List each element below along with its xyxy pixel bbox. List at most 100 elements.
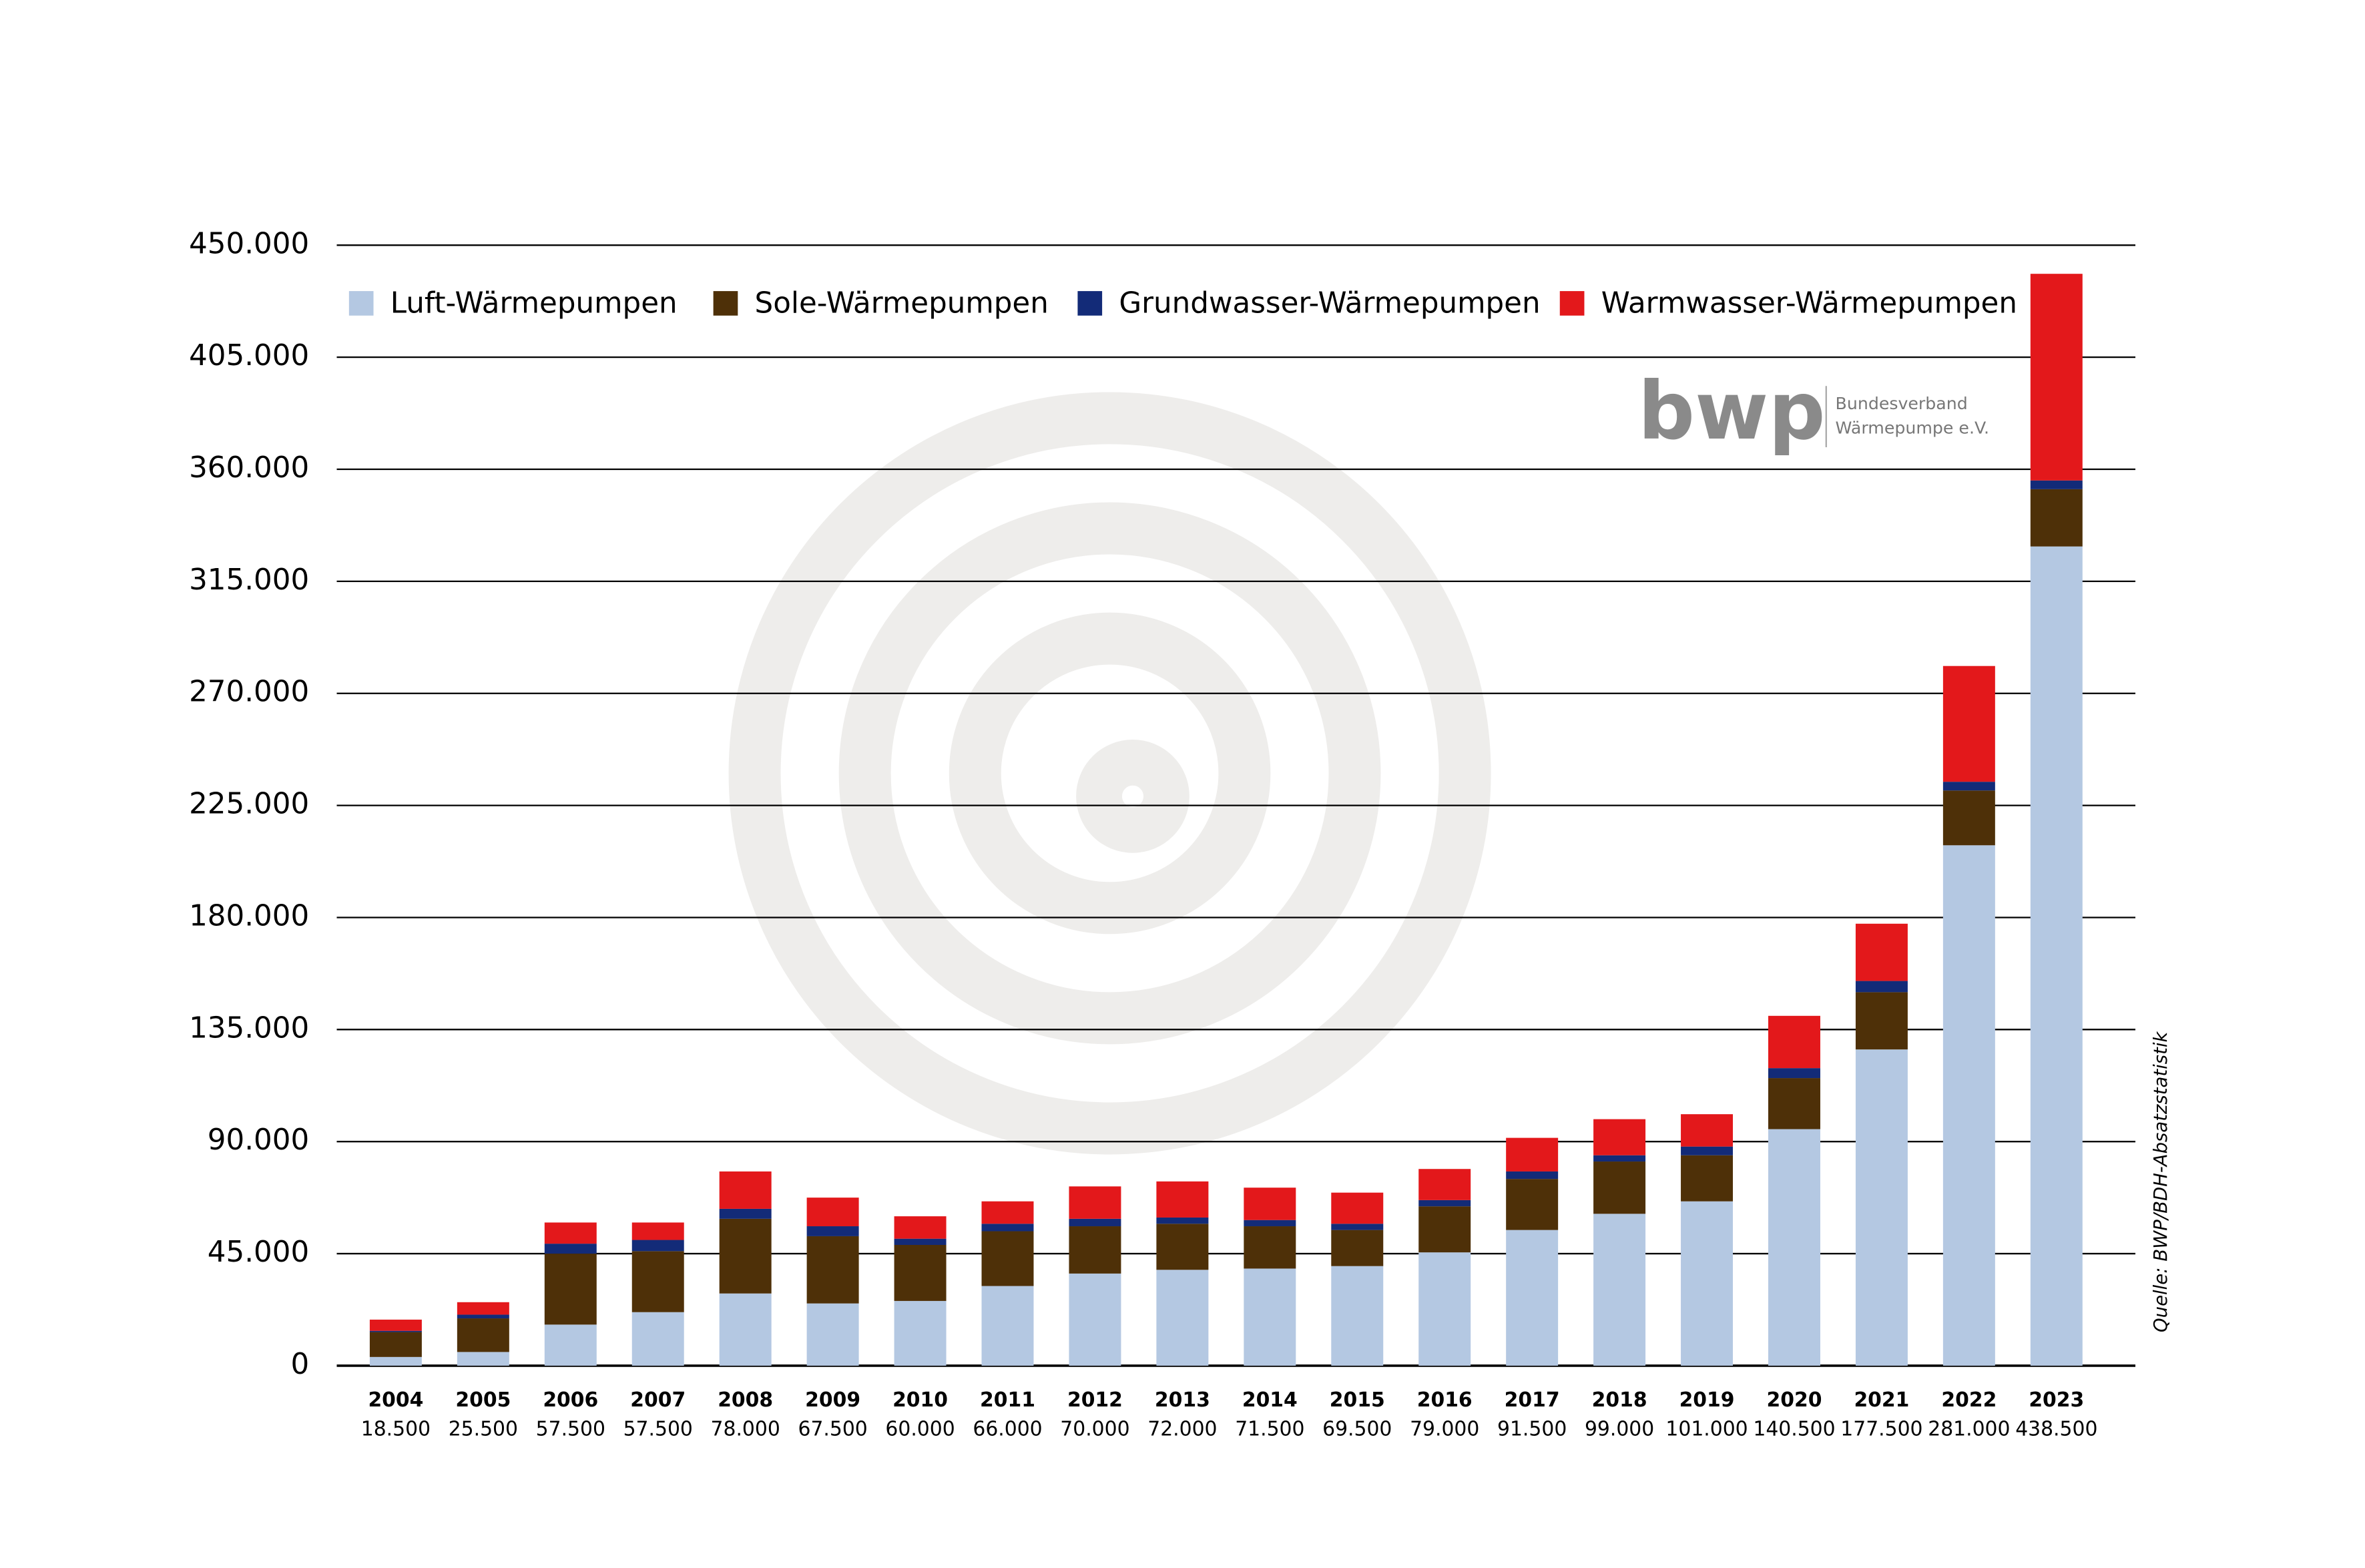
legend-label: Luft-Wärmepumpen bbox=[390, 287, 678, 320]
legend-swatch bbox=[1077, 291, 1103, 316]
bar-segment bbox=[631, 1222, 684, 1240]
bar-segment bbox=[2030, 489, 2083, 547]
bar-segment bbox=[1942, 845, 1995, 1366]
bar-segment bbox=[719, 1171, 772, 1209]
logo-line: Wärmepumpe e.V. bbox=[1836, 418, 1989, 437]
bar-segment bbox=[1593, 1214, 1646, 1366]
bar-segment bbox=[1942, 666, 1995, 782]
y-tick-label: 90.000 bbox=[208, 1123, 309, 1157]
bar-segment bbox=[1942, 782, 1995, 791]
x-tick-label: 2013 bbox=[1155, 1388, 1210, 1412]
bar-segment bbox=[1681, 1114, 1734, 1147]
total-label: 79.000 bbox=[1410, 1418, 1479, 1441]
bar-segment bbox=[1768, 1068, 1820, 1079]
y-tick-label: 45.000 bbox=[208, 1236, 309, 1269]
bar-segment bbox=[369, 1332, 422, 1357]
bar-segment bbox=[1768, 1078, 1820, 1129]
bar-segment bbox=[457, 1314, 509, 1319]
bar-segment bbox=[719, 1293, 772, 1366]
bar-segment bbox=[981, 1201, 1034, 1224]
x-tick-label: 2012 bbox=[1067, 1388, 1123, 1412]
x-tick-label: 2023 bbox=[2029, 1388, 2084, 1412]
legend-label: Grundwasser-Wärmepumpen bbox=[1119, 287, 1540, 320]
logo-mark: bwp bbox=[1638, 365, 1826, 458]
bar-segment bbox=[894, 1244, 947, 1301]
total-label: 78.000 bbox=[711, 1418, 780, 1441]
bar-segment bbox=[1418, 1252, 1471, 1366]
bar-segment bbox=[1506, 1179, 1559, 1230]
total-label: 60.000 bbox=[885, 1418, 955, 1441]
total-label: 140.500 bbox=[1753, 1418, 1835, 1441]
total-label: 70.000 bbox=[1060, 1418, 1129, 1441]
bar-segment bbox=[1331, 1266, 1384, 1366]
total-label: 18.500 bbox=[361, 1418, 431, 1441]
bar-segment bbox=[894, 1300, 947, 1366]
total-label: 25.500 bbox=[449, 1418, 518, 1441]
x-tick-label: 2011 bbox=[980, 1388, 1035, 1412]
bar-segment bbox=[457, 1302, 509, 1315]
total-label: 281.000 bbox=[1928, 1418, 2010, 1441]
bar-segment bbox=[806, 1226, 859, 1236]
total-label: 71.500 bbox=[1235, 1418, 1304, 1441]
bar-segment bbox=[544, 1324, 597, 1366]
x-tick-label: 2017 bbox=[1505, 1388, 1560, 1412]
bar-segment bbox=[1331, 1224, 1384, 1230]
bar-segment bbox=[1593, 1155, 1646, 1162]
bar-segment bbox=[544, 1254, 597, 1325]
bar-segment bbox=[2030, 480, 2083, 489]
y-tick-label: 180.000 bbox=[189, 899, 309, 933]
legend-label: Sole-Wärmepumpen bbox=[755, 287, 1049, 320]
bar-segment bbox=[2030, 274, 2083, 481]
bar-segment bbox=[1506, 1230, 1559, 1366]
y-tick-label: 360.000 bbox=[189, 451, 309, 485]
bar-segment bbox=[1244, 1268, 1296, 1366]
bar-segment bbox=[1593, 1161, 1646, 1214]
bar-segment bbox=[544, 1222, 597, 1244]
x-tick-label: 2018 bbox=[1592, 1388, 1647, 1412]
bar-segment bbox=[1681, 1146, 1734, 1155]
bar-segment bbox=[369, 1319, 422, 1331]
bar-segment bbox=[1156, 1181, 1209, 1218]
x-tick-label: 2006 bbox=[543, 1388, 598, 1412]
bar-segment bbox=[1156, 1217, 1209, 1224]
x-tick-label: 2021 bbox=[1854, 1388, 1909, 1412]
bar-segment bbox=[894, 1238, 947, 1245]
bar-segment bbox=[806, 1236, 859, 1304]
y-tick-label: 135.000 bbox=[189, 1011, 309, 1045]
x-tick-label: 2015 bbox=[1330, 1388, 1385, 1412]
bar-segment bbox=[1681, 1201, 1734, 1366]
bar-segment bbox=[1681, 1155, 1734, 1202]
bar-segment bbox=[1069, 1273, 1121, 1366]
bar-segment bbox=[1069, 1218, 1121, 1227]
bar-segment bbox=[1855, 1049, 1908, 1366]
bar-segment bbox=[1418, 1200, 1471, 1207]
x-tick-label: 2020 bbox=[1767, 1388, 1822, 1412]
bar-segment bbox=[1069, 1226, 1121, 1274]
total-label: 66.000 bbox=[973, 1418, 1042, 1441]
bar-segment bbox=[1768, 1129, 1820, 1366]
bar-segment bbox=[1331, 1230, 1384, 1266]
x-tick-label: 2004 bbox=[368, 1388, 423, 1412]
bar-segment bbox=[1855, 923, 1908, 981]
total-label: 177.500 bbox=[1840, 1418, 1922, 1441]
x-tick-label: 2016 bbox=[1417, 1388, 1473, 1412]
bar-segment bbox=[1156, 1270, 1209, 1366]
total-label: 57.500 bbox=[536, 1418, 605, 1441]
bar-segment bbox=[806, 1303, 859, 1366]
total-label: 69.500 bbox=[1322, 1418, 1392, 1441]
logo-line: Bundesverband bbox=[1836, 394, 1968, 413]
bar-segment bbox=[1506, 1137, 1559, 1171]
x-tick-label: 2010 bbox=[892, 1388, 948, 1412]
bar-segment bbox=[719, 1218, 772, 1294]
bar-segment bbox=[631, 1312, 684, 1366]
bar-segment bbox=[457, 1352, 509, 1366]
bar-segment bbox=[1506, 1171, 1559, 1180]
total-label: 67.500 bbox=[798, 1418, 867, 1441]
bar-segment bbox=[1069, 1186, 1121, 1219]
x-tick-label: 2009 bbox=[805, 1388, 860, 1412]
source-note: Quelle: BWP/BDH-Absatzstatistik bbox=[2150, 1031, 2171, 1332]
bar-segment bbox=[1244, 1226, 1296, 1269]
bar-segment bbox=[457, 1318, 509, 1352]
bar-segment bbox=[719, 1208, 772, 1219]
